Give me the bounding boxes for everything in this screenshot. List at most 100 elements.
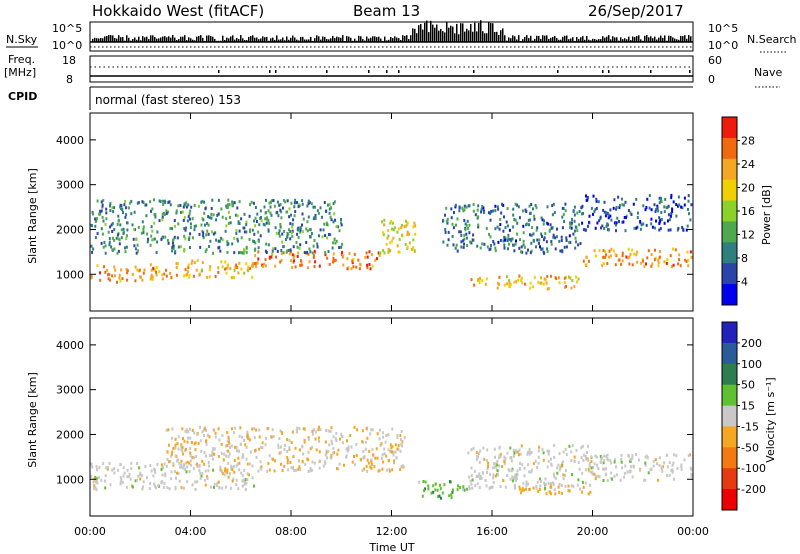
scatter-cell — [329, 429, 332, 433]
scatter-cell — [289, 222, 292, 226]
scatter-cell — [642, 222, 645, 226]
scatter-cell — [92, 212, 95, 216]
scatter-cell — [190, 205, 193, 209]
scatter-cell — [237, 239, 239, 243]
scatter-cell — [259, 234, 262, 238]
scatter-cell — [439, 487, 442, 491]
scatter-cell — [507, 247, 509, 251]
scatter-cell — [669, 214, 672, 218]
scatter-cell — [332, 220, 335, 224]
colorbar-segment — [722, 447, 737, 469]
scatter-cell — [156, 462, 159, 466]
scatter-cell — [623, 216, 626, 219]
scatter-cell — [245, 445, 248, 449]
scatter-cell — [288, 215, 291, 219]
scatter-cell — [245, 245, 248, 249]
scatter-cell — [253, 436, 256, 440]
scatter-cell — [253, 484, 255, 488]
scatter-cell — [236, 462, 239, 466]
scatter-cell — [291, 234, 294, 238]
scatter-cell — [267, 243, 270, 247]
scatter-cell — [629, 252, 632, 256]
scatter-cell — [503, 243, 506, 247]
scatter-cell — [219, 465, 222, 469]
scatter-cell — [330, 218, 333, 222]
scatter-cell — [335, 225, 338, 229]
scatter-cell — [294, 198, 297, 202]
scatter-cell — [658, 456, 661, 460]
scatter-cell — [661, 469, 664, 473]
scatter-cell — [280, 252, 283, 256]
scatter-cell — [645, 206, 648, 209]
scatter-cell — [623, 475, 626, 479]
scatter-cell — [236, 266, 239, 269]
scatter-cell — [594, 254, 597, 258]
scatter-cell — [401, 440, 404, 444]
scatter-cell — [106, 467, 109, 471]
scatter-cell — [472, 209, 475, 213]
scatter-cell — [388, 467, 391, 471]
noise-bar — [386, 40, 388, 42]
scatter-cell — [250, 200, 253, 204]
scatter-cell — [239, 442, 242, 446]
scatter-cell — [111, 222, 114, 226]
scatter-cell — [180, 463, 183, 467]
scatter-cell — [172, 447, 175, 450]
scatter-cell — [404, 243, 407, 246]
scatter-cell — [244, 478, 247, 482]
scatter-cell — [260, 219, 263, 223]
scatter-cell — [268, 468, 271, 472]
scatter-cell — [215, 238, 218, 242]
scatter-cell — [376, 257, 378, 261]
scatter-cell — [292, 256, 295, 260]
scatter-cell — [307, 470, 310, 473]
scatter-cell — [201, 459, 204, 463]
scatter-cell — [632, 464, 635, 468]
velocity-colorbar-label: Velocity [m s⁻¹] — [764, 377, 777, 462]
scatter-cell — [306, 229, 309, 233]
scatter-cell — [525, 484, 528, 488]
scatter-cell — [469, 479, 472, 483]
scatter-cell — [351, 259, 354, 263]
noise-bar — [324, 37, 326, 42]
scatter-cell — [183, 248, 186, 252]
scatter-cell — [672, 263, 675, 267]
scatter-cell — [544, 232, 547, 236]
scatter-cell — [570, 226, 573, 230]
scatter-cell — [332, 260, 334, 264]
scatter-cell — [163, 272, 166, 276]
colorbar-segment — [722, 117, 737, 139]
scatter-cell — [512, 448, 515, 452]
scatter-cell — [518, 216, 521, 220]
scatter-cell — [455, 243, 458, 247]
scatter-cell — [444, 228, 447, 231]
noise-bar — [270, 38, 272, 42]
scatter-cell — [224, 444, 227, 448]
scatter-cell — [229, 267, 232, 271]
noise-bar — [484, 33, 486, 42]
freq-label: Freq. — [8, 53, 35, 66]
scatter-cell — [215, 218, 218, 222]
scatter-cell — [156, 240, 159, 244]
scatter-cell — [249, 267, 251, 271]
scatter-cell — [463, 242, 466, 246]
scatter-cell — [391, 239, 393, 243]
scatter-cell — [119, 463, 122, 466]
scatter-cell — [265, 198, 267, 202]
scatter-cell — [184, 237, 187, 241]
scatter-cell — [345, 447, 348, 451]
scatter-cell — [140, 231, 143, 235]
scatter-cell — [165, 209, 168, 213]
noise-bar — [552, 37, 554, 42]
scatter-cell — [600, 458, 603, 462]
scatter-cell — [297, 459, 300, 463]
scatter-cell — [245, 230, 248, 234]
scatter-cell — [313, 461, 316, 465]
scatter-cell — [311, 430, 314, 433]
scatter-cell — [645, 454, 648, 458]
noise-bar — [500, 30, 502, 42]
scatter-cell — [202, 231, 205, 235]
scatter-cell — [328, 443, 331, 447]
scatter-cell — [492, 240, 495, 243]
